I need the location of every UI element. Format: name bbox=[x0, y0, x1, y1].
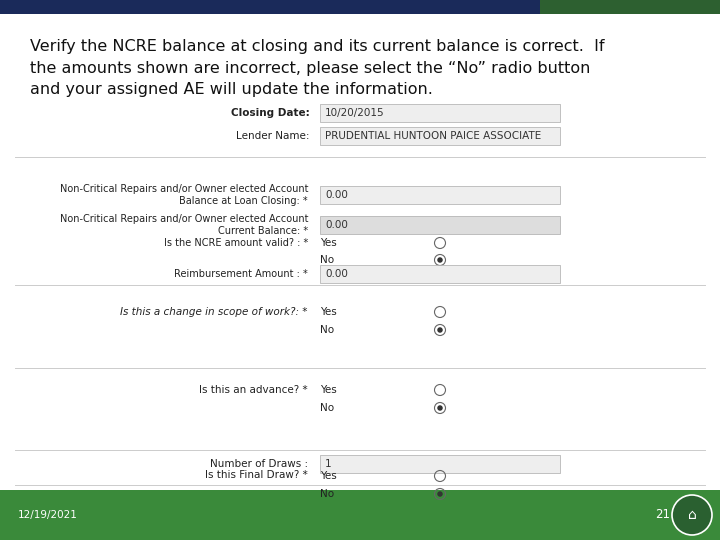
Text: No: No bbox=[320, 403, 334, 413]
Text: 0.00: 0.00 bbox=[325, 190, 348, 200]
Text: Yes: Yes bbox=[320, 238, 337, 248]
Text: 1: 1 bbox=[325, 459, 332, 469]
FancyBboxPatch shape bbox=[320, 265, 560, 283]
Text: Number of Draws :: Number of Draws : bbox=[210, 459, 308, 469]
Text: 0.00: 0.00 bbox=[325, 220, 348, 230]
FancyBboxPatch shape bbox=[0, 0, 540, 14]
Circle shape bbox=[437, 257, 443, 263]
Text: PRUDENTIAL HUNTOON PAICE ASSOCIATE: PRUDENTIAL HUNTOON PAICE ASSOCIATE bbox=[325, 131, 541, 141]
Text: 12/19/2021: 12/19/2021 bbox=[18, 510, 78, 520]
Text: Is the NCRE amount valid? : *: Is the NCRE amount valid? : * bbox=[163, 238, 308, 248]
Text: Yes: Yes bbox=[320, 471, 337, 481]
Text: Non-Critical Repairs and/or Owner elected Account
Balance at Loan Closing: *: Non-Critical Repairs and/or Owner electe… bbox=[60, 184, 308, 206]
Text: Non-Critical Repairs and/or Owner elected Account
Current Balance: *: Non-Critical Repairs and/or Owner electe… bbox=[60, 214, 308, 236]
FancyBboxPatch shape bbox=[540, 0, 720, 14]
Text: Verify the NCRE balance at closing and its current balance is correct.  If
the a: Verify the NCRE balance at closing and i… bbox=[30, 39, 605, 97]
Text: 10/20/2015: 10/20/2015 bbox=[325, 108, 384, 118]
Text: 0.00: 0.00 bbox=[325, 269, 348, 279]
Circle shape bbox=[672, 495, 712, 535]
Circle shape bbox=[437, 327, 443, 333]
Text: Lender Name:: Lender Name: bbox=[236, 131, 310, 141]
FancyBboxPatch shape bbox=[320, 104, 560, 122]
Text: Reimbursement Amount : *: Reimbursement Amount : * bbox=[174, 269, 308, 279]
Text: Yes: Yes bbox=[320, 385, 337, 395]
Text: ⌂: ⌂ bbox=[688, 508, 696, 522]
FancyBboxPatch shape bbox=[320, 216, 560, 234]
Text: Yes: Yes bbox=[320, 307, 337, 317]
FancyBboxPatch shape bbox=[0, 490, 720, 540]
FancyBboxPatch shape bbox=[320, 127, 560, 145]
Text: No: No bbox=[320, 255, 334, 265]
Text: Closing Date:: Closing Date: bbox=[231, 108, 310, 118]
Text: Is this a change in scope of work?: *: Is this a change in scope of work?: * bbox=[120, 307, 308, 317]
Text: 21: 21 bbox=[655, 509, 670, 522]
Text: No: No bbox=[320, 489, 334, 499]
Text: Is this Final Draw? *: Is this Final Draw? * bbox=[205, 470, 308, 480]
Circle shape bbox=[437, 491, 443, 497]
Circle shape bbox=[437, 405, 443, 411]
FancyBboxPatch shape bbox=[320, 186, 560, 204]
Text: Is this an advance? *: Is this an advance? * bbox=[199, 385, 308, 395]
FancyBboxPatch shape bbox=[320, 455, 560, 473]
Text: No: No bbox=[320, 325, 334, 335]
